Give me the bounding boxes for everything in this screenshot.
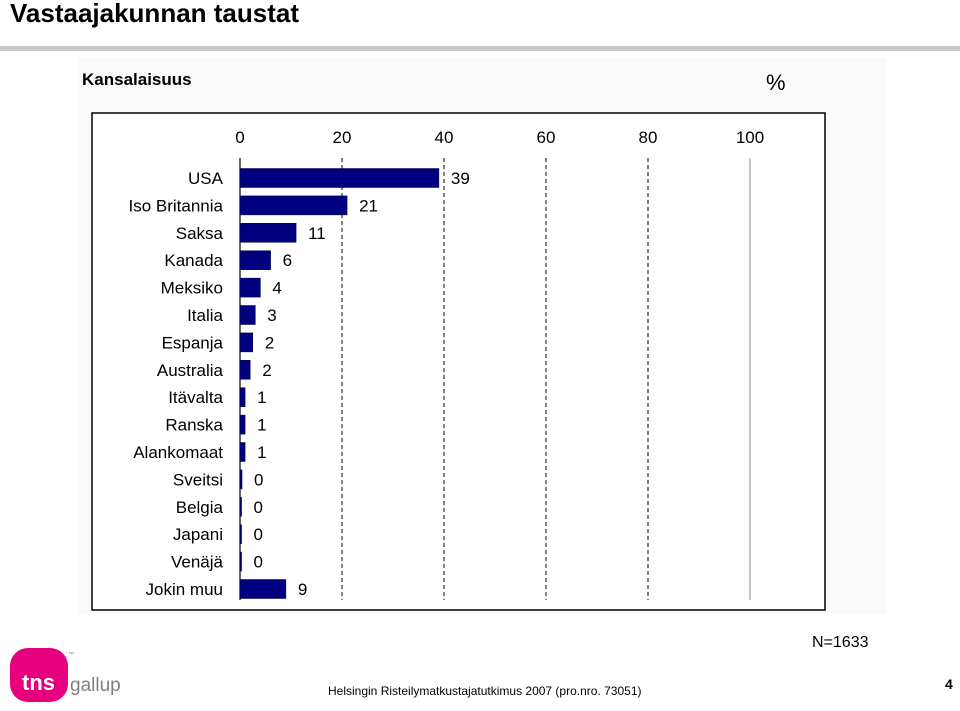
tns-gallup-logo: tns gallup ™ (8, 646, 122, 706)
category-label: Venäjä (171, 553, 224, 572)
data-label: 0 (254, 470, 263, 489)
bar (239, 250, 271, 270)
category-label: Meksiko (161, 279, 223, 298)
data-label: 0 (254, 553, 263, 572)
data-label: 3 (267, 306, 276, 325)
sample-size-label: N=1633 (812, 634, 869, 651)
tick-label: 40 (435, 128, 454, 147)
category-label: USA (188, 169, 224, 188)
category-label: Japani (173, 525, 223, 544)
logo-tm: ™ (68, 651, 74, 658)
bar (239, 332, 253, 353)
logo-shape (10, 648, 68, 702)
bar (239, 277, 261, 298)
logo-tns-text: tns (22, 670, 55, 695)
bar (239, 168, 440, 188)
plot-area (91, 112, 826, 611)
data-label: 11 (308, 224, 326, 243)
unit-label: % (766, 70, 786, 95)
bar (239, 551, 242, 572)
category-label: Itävalta (168, 388, 223, 407)
footer-text: Helsingin Risteilymatkustajatutkimus 200… (328, 684, 642, 698)
bar (239, 524, 242, 544)
tick-label: 100 (736, 128, 764, 147)
bar (239, 360, 251, 380)
bar (239, 387, 246, 407)
data-label: 2 (262, 361, 271, 380)
data-label: 21 (359, 196, 378, 215)
data-label: 4 (272, 279, 281, 298)
category-label: Kanada (164, 251, 223, 270)
bar (239, 469, 243, 490)
title-divider (0, 46, 960, 51)
bar (239, 195, 348, 216)
bar (239, 305, 256, 325)
category-label: Belgia (176, 498, 224, 517)
category-label: Ranska (165, 416, 223, 435)
data-label: 1 (257, 443, 266, 462)
category-label: Australia (157, 361, 224, 380)
chart-heading: Kansalaisuus (82, 70, 192, 89)
bar (239, 579, 287, 599)
bar (239, 442, 246, 462)
data-label: 1 (257, 388, 266, 407)
data-label: 6 (283, 251, 292, 270)
category-label: Sveitsi (173, 470, 223, 489)
bar (239, 414, 246, 435)
data-label: 39 (451, 169, 470, 188)
category-label: Italia (187, 306, 223, 325)
slide-title: Vastaajakunnan taustat (10, 0, 299, 28)
data-label: 0 (254, 498, 263, 517)
tick-label: 60 (537, 128, 556, 147)
data-label: 1 (257, 416, 266, 435)
logo-gallup-text: gallup (70, 675, 121, 696)
data-label: 9 (298, 580, 307, 599)
category-label: Espanja (162, 333, 224, 352)
page-number: 4 (945, 676, 953, 692)
tick-label: 20 (333, 128, 352, 147)
data-label: 2 (265, 333, 274, 352)
bar (239, 223, 297, 243)
tick-label: 0 (235, 128, 244, 147)
category-label: Alankomaat (133, 443, 223, 462)
data-label: 0 (254, 525, 263, 544)
category-label: Jokin muu (146, 580, 223, 599)
bar (239, 497, 242, 517)
category-label: Iso Britannia (129, 196, 224, 215)
category-label: Saksa (176, 224, 224, 243)
tick-label: 80 (639, 128, 658, 147)
